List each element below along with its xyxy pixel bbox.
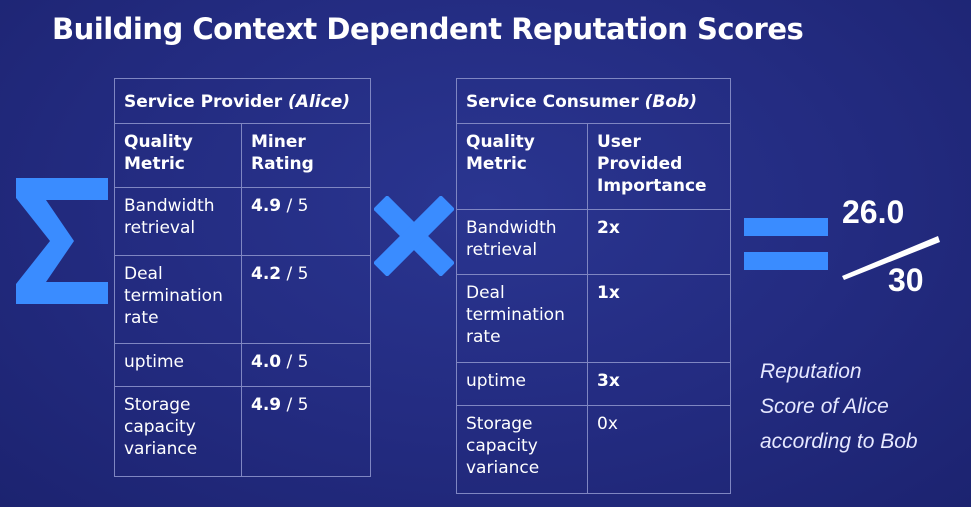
multiply-icon [374,196,454,276]
metric-cell: Deal termination rate [114,255,242,344]
rating-cell: 4.0 / 5 [241,343,371,387]
importance-cell: 0x [586,405,732,494]
metric-cell: Storage capacity variance [114,386,242,477]
metric-cell: uptime [456,362,588,406]
consumer-name: (Bob) [644,92,697,112]
equals-icon [744,218,828,270]
score-numerator: 26.0 [842,194,905,230]
fraction-slash-icon [842,236,940,280]
consumer-header-label: Service Consumer [466,92,645,112]
table-row: Storage capacity variance 0x [456,405,732,494]
provider-col-miner-rating: Miner Rating [241,123,371,188]
consumer-col-quality-metric: Quality Metric [456,123,588,210]
provider-col-quality-metric: Quality Metric [114,123,242,188]
score-caption: Reputation Score of Alice according to B… [760,354,918,459]
metric-cell: uptime [114,343,242,387]
table-row: Deal termination rate 4.2 / 5 [114,255,371,344]
slide-title: Building Context Dependent Reputation Sc… [52,12,804,46]
rating-cell: 4.9 / 5 [241,187,371,256]
table-row: Bandwidth retrieval 4.9 / 5 [114,187,371,256]
caption-line: according to Bob [760,430,918,453]
metric-cell: Bandwidth retrieval [114,187,242,256]
provider-table-header: Service Provider (Alice) [114,78,371,124]
rating-cell: 4.2 / 5 [241,255,371,344]
score-denominator: 30 [888,262,924,298]
caption-line: Reputation [760,360,862,383]
table-row: Deal termination rate 1x [456,274,732,363]
service-provider-table: Service Provider (Alice) Quality Metric … [114,78,371,477]
metric-cell: Bandwidth retrieval [456,209,588,275]
metric-cell: Deal termination rate [456,274,588,363]
caption-line: Score of Alice [760,395,889,418]
metric-cell: Storage capacity variance [456,405,588,494]
sigma-icon [16,178,108,304]
consumer-col-importance: User Provided Importance [586,123,732,210]
provider-name: (Alice) [288,92,350,112]
table-row: Bandwidth retrieval 2x [456,209,732,275]
consumer-table-header: Service Consumer (Bob) [455,78,732,124]
importance-cell: 3x [586,362,732,406]
importance-cell: 2x [586,209,732,275]
rating-cell: 4.9 / 5 [241,386,371,477]
provider-header-label: Service Provider [124,92,289,112]
table-row: Storage capacity variance 4.9 / 5 [114,386,371,477]
table-row: uptime 4.0 / 5 [114,343,371,387]
importance-cell: 1x [586,274,732,363]
service-consumer-table: Service Consumer (Bob) Quality Metric Us… [455,78,732,494]
table-row: uptime 3x [456,362,732,406]
